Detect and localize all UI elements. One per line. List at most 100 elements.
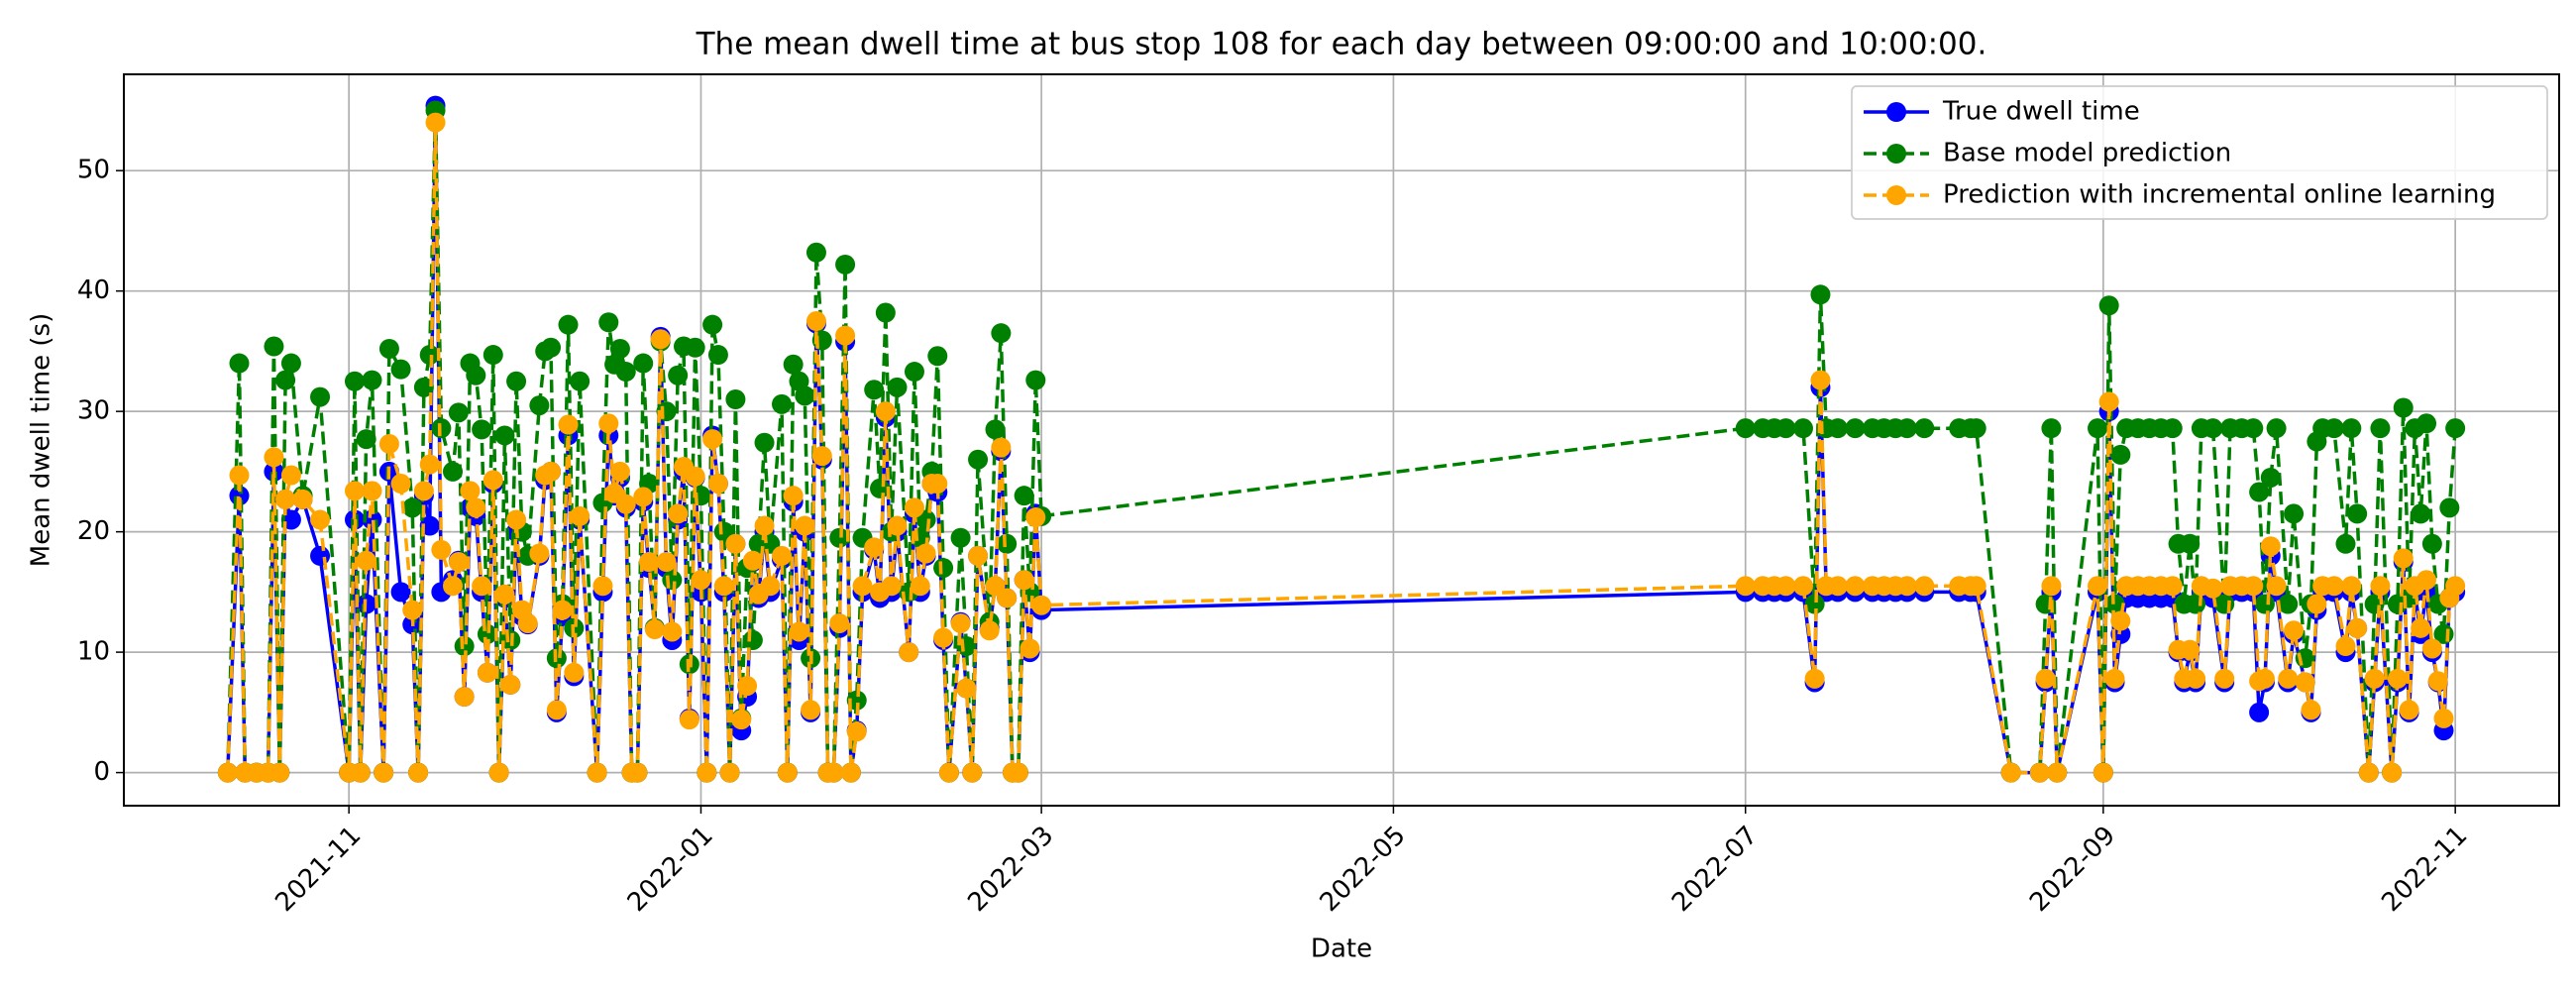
data-point	[2254, 594, 2275, 614]
data-point	[2029, 762, 2050, 783]
data-point	[598, 413, 619, 434]
data-point	[795, 515, 815, 536]
data-point	[950, 527, 971, 548]
data-point	[570, 505, 590, 526]
y-tick-label: 10	[77, 637, 110, 667]
data-point	[2088, 418, 2108, 439]
data-point	[2260, 467, 2281, 488]
data-point	[2370, 576, 2391, 597]
data-point	[2260, 536, 2281, 557]
data-point	[390, 582, 411, 603]
data-point	[2347, 617, 2368, 638]
data-point	[2098, 295, 2119, 316]
data-point	[899, 642, 919, 663]
data-point	[811, 446, 832, 467]
data-point	[846, 721, 867, 742]
data-point	[2162, 576, 2183, 597]
data-point	[2411, 503, 2431, 524]
data-point	[927, 346, 948, 367]
data-point	[269, 762, 290, 783]
data-point	[997, 588, 1018, 608]
legend-box	[1851, 85, 2548, 220]
data-point	[829, 612, 850, 633]
data-point	[707, 474, 728, 495]
data-point	[1014, 486, 1034, 506]
data-point	[275, 489, 296, 509]
data-point	[2284, 620, 2305, 641]
data-point	[2445, 418, 2466, 439]
data-point	[887, 515, 908, 536]
data-point	[772, 545, 793, 566]
data-point	[725, 533, 746, 554]
data-point	[2421, 638, 2442, 659]
data-point	[466, 365, 486, 385]
data-point	[962, 762, 983, 783]
data-point	[991, 437, 1012, 458]
data-point	[1966, 418, 1986, 439]
data-point	[425, 112, 446, 133]
data-point	[506, 509, 527, 530]
data-point	[910, 576, 930, 597]
data-point	[2278, 594, 2299, 614]
data-point	[310, 386, 331, 407]
data-point	[1845, 576, 1866, 597]
data-point	[627, 762, 648, 783]
data-point	[2387, 668, 2408, 689]
data-point	[217, 762, 238, 783]
data-point	[2364, 668, 2385, 689]
data-point	[772, 393, 793, 414]
data-point	[927, 474, 948, 495]
data-point	[2445, 576, 2466, 597]
data-point	[1014, 570, 1034, 591]
data-point	[801, 700, 821, 720]
data-point	[2416, 570, 2437, 591]
data-point	[2411, 617, 2431, 638]
data-point	[229, 353, 250, 374]
data-point	[609, 461, 630, 482]
data-point	[2180, 533, 2200, 554]
data-point	[662, 621, 683, 642]
data-point	[374, 762, 394, 783]
data-point	[2439, 497, 2460, 518]
data-point	[2427, 671, 2448, 692]
legend-marker	[1886, 102, 1906, 122]
data-point	[875, 401, 896, 422]
data-point	[904, 497, 924, 518]
data-point	[633, 487, 654, 507]
data-point	[454, 687, 475, 708]
data-point	[742, 629, 763, 650]
data-point	[668, 365, 689, 385]
data-point	[852, 576, 873, 597]
series-line	[226, 122, 2457, 775]
data-point	[506, 371, 527, 391]
data-point	[344, 371, 365, 391]
x-axis-label: Date	[1311, 935, 1372, 964]
data-point	[985, 419, 1006, 440]
data-point	[2110, 444, 2131, 465]
data-point	[2243, 576, 2264, 597]
data-point	[413, 481, 434, 501]
data-point	[2382, 762, 2403, 783]
data-point	[1845, 418, 1866, 439]
data-point	[390, 359, 411, 380]
data-point	[2421, 533, 2442, 554]
data-point	[402, 600, 423, 620]
data-point	[1031, 595, 1052, 615]
data-point	[789, 621, 809, 642]
data-point	[1792, 576, 1813, 597]
data-point	[760, 576, 781, 597]
data-point	[280, 353, 301, 374]
data-point	[656, 552, 677, 572]
data-point	[2047, 762, 2068, 783]
data-point	[1896, 418, 1917, 439]
data-point	[541, 461, 562, 482]
data-point	[1966, 576, 1986, 597]
data-point	[904, 362, 924, 383]
data-point	[864, 380, 885, 400]
data-point	[697, 762, 717, 783]
legend-label: Prediction with incremental online learn…	[1943, 180, 2496, 210]
legend-marker	[1886, 144, 1906, 164]
data-point	[488, 762, 509, 783]
data-point	[805, 311, 826, 332]
data-point	[494, 425, 515, 446]
